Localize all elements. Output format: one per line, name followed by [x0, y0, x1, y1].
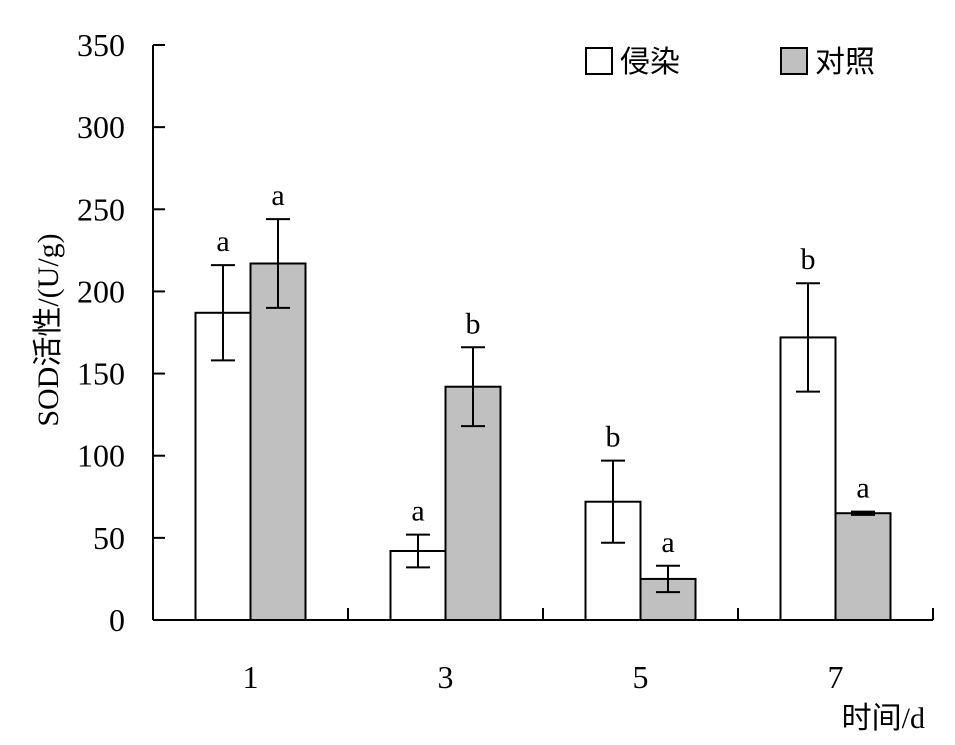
y-axis-label: SOD活性/(U/g)	[32, 233, 65, 426]
legend-swatch	[585, 47, 613, 75]
bars	[194, 262, 892, 622]
y-tick-label: 200	[77, 273, 125, 309]
y-axis: 0 50 100 150 200 250 300 350	[77, 27, 165, 638]
y-tick-label: 350	[77, 27, 125, 63]
bar	[834, 512, 892, 622]
y-tick-label: 250	[77, 191, 125, 227]
bar	[249, 262, 307, 621]
x-tick-label: 7	[828, 659, 844, 695]
legend: 侵染 对照	[585, 46, 875, 79]
x-tick-label: 3	[438, 659, 454, 695]
legend-label: 对照	[815, 46, 875, 79]
legend-label: 侵染	[620, 46, 680, 79]
significance-letter: a	[411, 495, 424, 528]
y-tick-label: 50	[93, 520, 125, 556]
x-axis-label: 时间/d	[842, 702, 925, 735]
x-tick-label: 5	[633, 659, 649, 695]
y-tick-label: 100	[77, 438, 125, 474]
x-tick-label: 1	[243, 659, 259, 695]
significance-letter: a	[661, 526, 674, 559]
significance-letter: a	[271, 179, 284, 212]
significance-letter: b	[801, 243, 816, 276]
significance-letters: a a b b a b a a	[216, 179, 869, 559]
y-tick-label: 150	[77, 356, 125, 392]
legend-swatch	[780, 47, 808, 75]
significance-letter: b	[466, 307, 481, 340]
bar	[194, 311, 252, 621]
significance-letter: b	[606, 421, 621, 454]
x-axis: 1 3 5 7	[152, 608, 934, 695]
error-bars	[211, 218, 875, 594]
significance-letter: a	[856, 472, 869, 505]
y-tick-label: 0	[109, 602, 125, 638]
y-tick-label: 300	[77, 109, 125, 145]
significance-letter: a	[216, 225, 229, 258]
